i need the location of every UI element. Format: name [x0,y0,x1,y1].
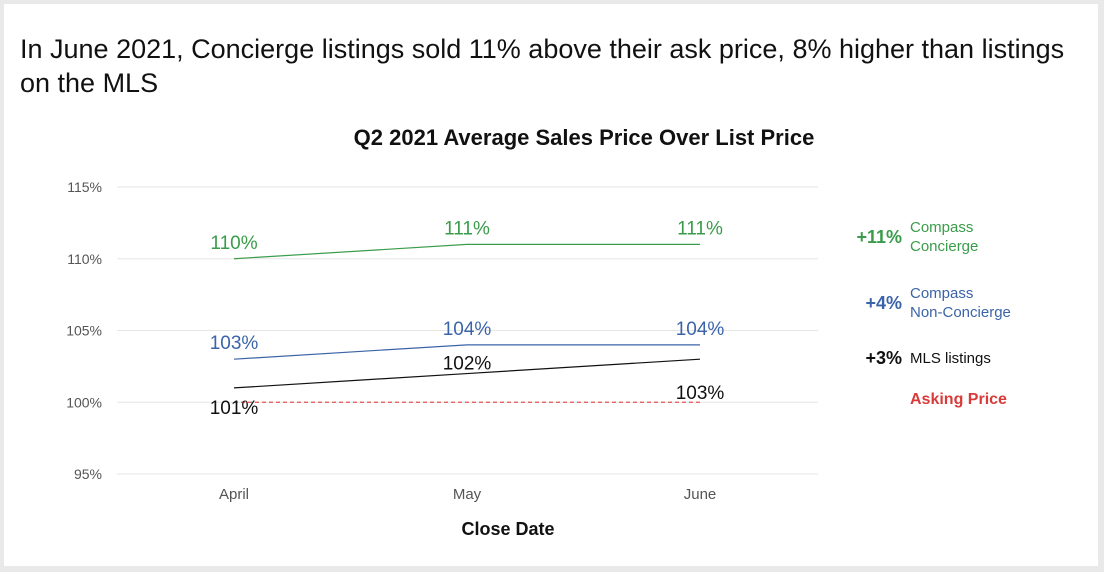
legend-label: MLS listings [910,350,991,367]
y-tick-label: 100% [66,394,102,410]
x-tick-label: April [219,486,249,503]
y-tick-label: 110% [67,251,102,267]
legend-label: Compass Concierge [910,218,978,256]
data-label: 104% [676,319,725,340]
legend-label: Compass Non-Concierge [910,284,1011,322]
data-label: 102% [443,354,492,375]
legend-delta: +3% [865,348,902,368]
data-label: 104% [443,319,492,340]
legend-label-line1: Compass [910,285,974,302]
x-tick-label: May [453,486,482,503]
data-label: 111% [677,218,723,239]
series-line-mls [233,358,701,389]
legend-item-mls: +3% MLS listings [832,348,991,369]
data-label: 111% [444,218,490,239]
series-line-concierge [233,243,700,260]
legend-label-line1: Compass [910,219,974,236]
data-label: 103% [210,333,259,354]
y-tick-label: 105% [66,323,102,339]
x-tick-label: June [684,486,717,503]
y-tick-label: 95% [74,466,102,482]
legend-label-line2: Non-Concierge [910,304,1011,321]
x-axis-label: Close Date [461,519,554,539]
data-label: 103% [676,383,725,404]
data-label: 101% [210,398,259,419]
data-label: 110% [210,233,257,254]
legend-delta: +11% [856,226,902,247]
legend-delta: +4% [865,292,902,313]
chart-title: Q2 2021 Average Sales Price Over List Pr… [354,125,815,150]
headline: In June 2021, Concierge listings sold 11… [20,34,1065,98]
legend-item-concierge: +11% Compass Concierge [832,218,978,256]
y-tick-label: 115% [67,179,102,195]
legend-label: Asking Price [910,391,1007,408]
series-line-non-concierge [233,344,700,360]
legend-item-non-concierge: +4% Compass Non-Concierge [832,284,1011,322]
legend-label-line2: Concierge [910,238,979,255]
legend-item-asking-price: Asking Price [832,390,1007,409]
chart-card [4,4,1098,566]
